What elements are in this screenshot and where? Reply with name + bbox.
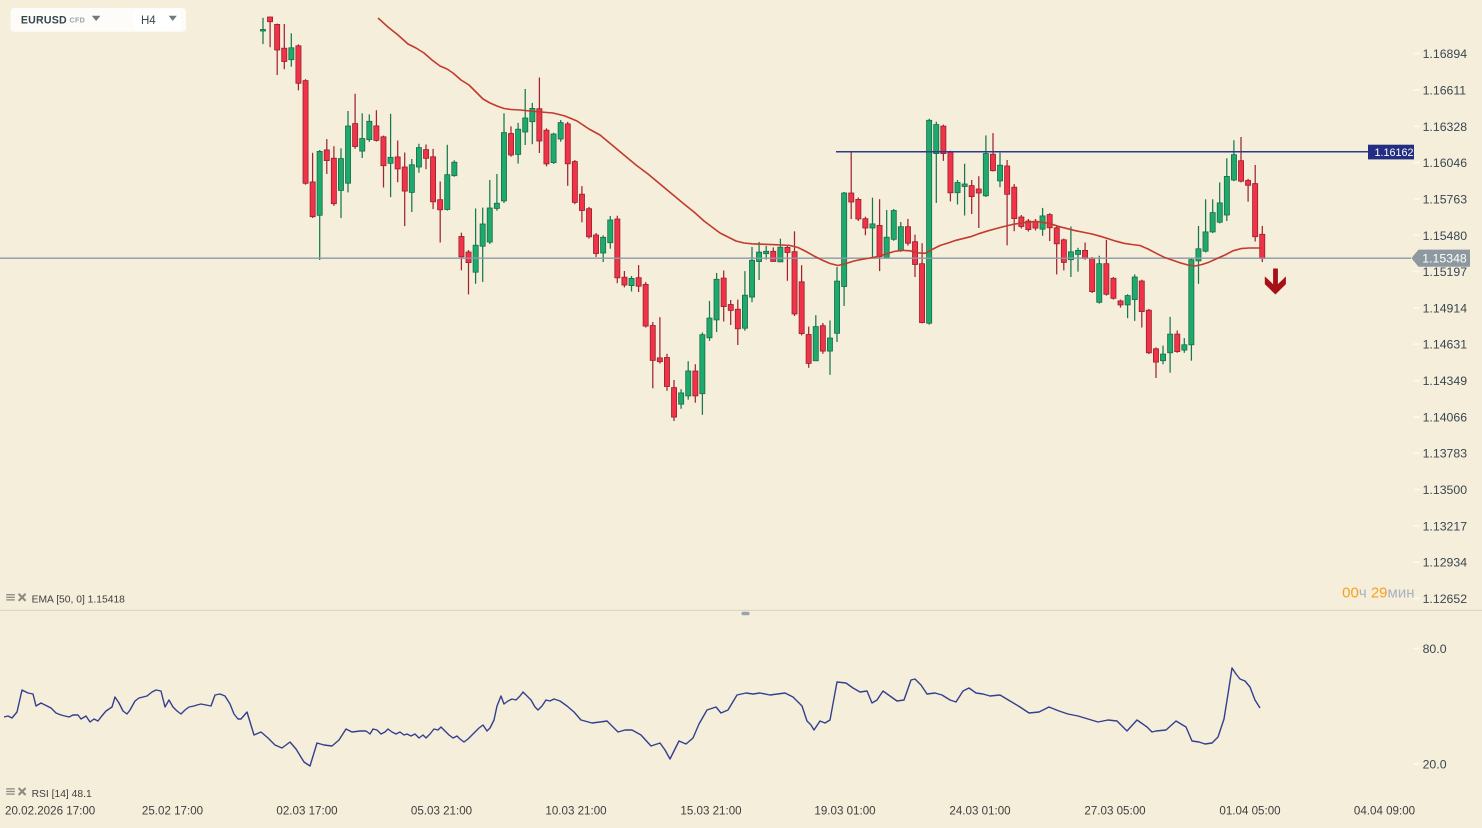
- svg-text:1.13783: 1.13783: [1423, 447, 1468, 461]
- svg-text:CFD: CFD: [70, 16, 86, 25]
- svg-text:1.15348: 1.15348: [1422, 252, 1467, 266]
- svg-text:27.03 05:00: 27.03 05:00: [1084, 805, 1145, 818]
- svg-text:15.03 21:00: 15.03 21:00: [680, 805, 741, 818]
- svg-text:1.16611: 1.16611: [1423, 83, 1467, 97]
- svg-text:1.16894: 1.16894: [1423, 47, 1468, 61]
- svg-text:19.03 01:00: 19.03 01:00: [814, 805, 875, 818]
- svg-text:10.03 21:00: 10.03 21:00: [545, 805, 606, 818]
- svg-text:1.14349: 1.14349: [1423, 374, 1468, 388]
- svg-text:04.04 09:00: 04.04 09:00: [1354, 805, 1415, 818]
- svg-text:1.14631: 1.14631: [1423, 338, 1468, 352]
- svg-text:RSI [14] 48.1: RSI [14] 48.1: [32, 789, 92, 800]
- svg-text:1.12652: 1.12652: [1423, 592, 1468, 606]
- svg-text:05.03 21:00: 05.03 21:00: [411, 805, 472, 818]
- svg-text:20.0: 20.0: [1423, 758, 1447, 772]
- svg-text:H4: H4: [141, 15, 156, 27]
- svg-text:1.14066: 1.14066: [1423, 410, 1468, 424]
- svg-text:80.0: 80.0: [1423, 642, 1447, 656]
- svg-text:02.03 17:00: 02.03 17:00: [276, 805, 337, 818]
- svg-text:1.15763: 1.15763: [1423, 192, 1468, 206]
- svg-text:1.16328: 1.16328: [1423, 120, 1468, 134]
- svg-text:1.15197: 1.15197: [1423, 265, 1468, 279]
- svg-text:1.13500: 1.13500: [1423, 483, 1468, 497]
- svg-text:EMA [50, 0] 1.15418: EMA [50, 0] 1.15418: [32, 595, 126, 606]
- svg-text:1.15480: 1.15480: [1423, 229, 1468, 243]
- svg-text:1.16162: 1.16162: [1375, 147, 1414, 159]
- svg-text:20.02.2026 17:00: 20.02.2026 17:00: [5, 805, 95, 818]
- svg-text:00ч 29мин: 00ч 29мин: [1342, 584, 1414, 601]
- svg-text:1.13217: 1.13217: [1423, 519, 1468, 533]
- svg-text:1.12934: 1.12934: [1423, 556, 1468, 570]
- svg-text:24.03 01:00: 24.03 01:00: [949, 805, 1010, 818]
- svg-text:25.02 17:00: 25.02 17:00: [142, 805, 203, 818]
- svg-text:1.16046: 1.16046: [1423, 156, 1468, 170]
- svg-text:EURUSD: EURUSD: [21, 15, 67, 27]
- svg-text:1.14914: 1.14914: [1423, 301, 1468, 315]
- svg-text:01.04 05:00: 01.04 05:00: [1219, 805, 1280, 818]
